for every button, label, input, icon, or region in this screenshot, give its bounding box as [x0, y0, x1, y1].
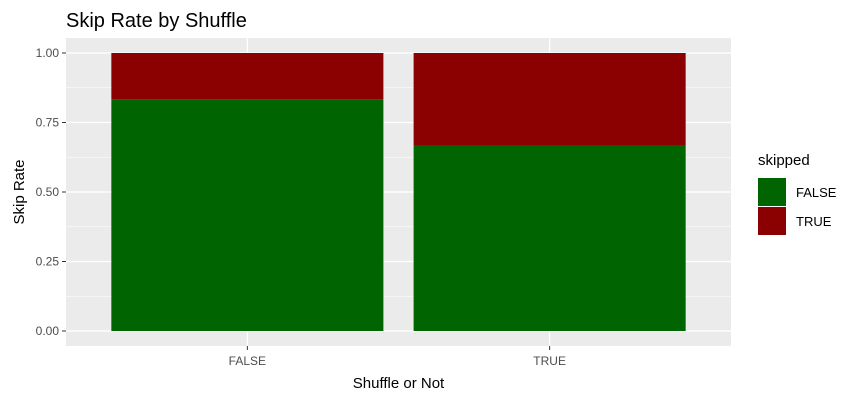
bar-segment-true-false: [414, 146, 686, 331]
x-tick-label: TRUE: [533, 354, 566, 368]
y-tick-label: 0.75: [36, 116, 60, 130]
x-tick-label: FALSE: [229, 354, 266, 368]
bar-segment-false-true: [111, 53, 383, 99]
legend-label-false: FALSE: [796, 185, 837, 200]
y-tick-label: 0.50: [36, 185, 60, 199]
x-axis: FALSE TRUE: [229, 346, 566, 368]
legend: skipped FALSE TRUE: [758, 152, 837, 235]
y-tick-label: 1.00: [36, 46, 60, 60]
legend-key-true: [758, 207, 786, 235]
legend-key-false: [758, 178, 786, 206]
legend-label-true: TRUE: [796, 214, 832, 229]
y-tick-label: 0.25: [36, 255, 60, 269]
legend-title: skipped: [758, 152, 810, 169]
x-axis-title: Shuffle or Not: [353, 375, 445, 392]
chart-title: Skip Rate by Shuffle: [66, 10, 247, 32]
y-axis-title: Skip Rate: [11, 159, 28, 224]
bar-segment-false-false: [111, 99, 383, 331]
bar-segment-true-true: [414, 53, 686, 146]
y-axis: 0.00 0.25 0.50 0.75 1.00: [36, 46, 66, 338]
y-tick-label: 0.00: [36, 324, 60, 338]
